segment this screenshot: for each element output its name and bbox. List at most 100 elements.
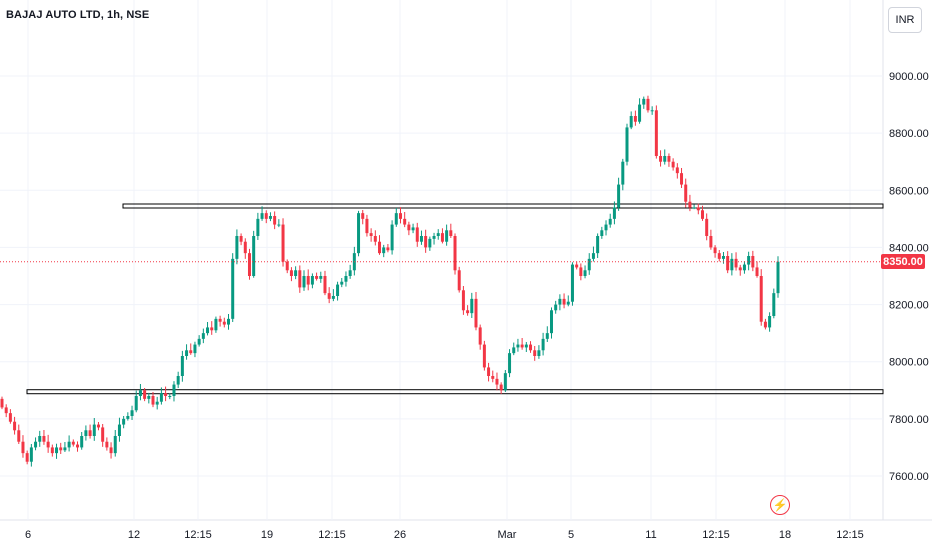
candle	[499, 382, 503, 394]
candle	[390, 220, 394, 255]
candle-body	[671, 161, 675, 168]
candle-body	[721, 256, 725, 259]
candle-body	[621, 161, 625, 185]
candle	[243, 238, 247, 259]
candle	[663, 149, 667, 165]
candle	[176, 371, 180, 388]
y-tick-label: 8800.00	[889, 128, 929, 140]
candle	[696, 203, 700, 215]
candle	[373, 230, 377, 246]
time-axis[interactable]: 6 12 12:15 19 12:15 26 Mar 5 11 12:15 18 12:15	[25, 529, 864, 541]
candle-body	[663, 156, 667, 162]
candle-body	[206, 327, 210, 334]
candle-body	[512, 347, 516, 354]
candle	[394, 208, 398, 227]
candle	[524, 342, 528, 352]
candle-body	[398, 213, 402, 219]
candle-body	[524, 344, 528, 348]
candle	[210, 321, 214, 335]
candle-body	[327, 293, 331, 299]
candle	[738, 264, 742, 276]
candle	[352, 246, 356, 276]
candle	[436, 229, 440, 240]
horizontal-level-line	[122, 203, 884, 209]
candle	[659, 150, 663, 167]
candle-body	[260, 213, 264, 219]
candle-body	[503, 373, 507, 391]
candle-body	[638, 104, 642, 122]
candle	[625, 123, 629, 166]
candle	[575, 261, 579, 270]
candle	[491, 370, 495, 383]
candle-body	[8, 413, 12, 422]
candle	[533, 346, 537, 361]
candle	[336, 281, 340, 301]
candle-body	[608, 218, 612, 225]
candle	[168, 393, 172, 400]
candle-body	[533, 350, 537, 356]
candlestick-series	[0, 95, 780, 467]
candle	[92, 418, 96, 441]
candle-body	[298, 270, 302, 288]
candle	[428, 236, 432, 251]
candle	[520, 338, 524, 350]
candle-body	[185, 350, 189, 356]
candle-body	[591, 253, 595, 259]
candle	[247, 248, 251, 280]
candle	[63, 442, 67, 452]
candle	[545, 326, 549, 342]
candle	[398, 207, 402, 224]
candle	[34, 437, 38, 451]
price-axis[interactable]: 7600.00 7800.00 8000.00 8200.00 8400.00 8600.…	[889, 71, 929, 483]
candle-body	[453, 236, 457, 271]
candle-body	[306, 276, 310, 285]
candle	[0, 396, 4, 410]
candle	[549, 307, 553, 339]
candle-body	[189, 350, 193, 354]
candle	[646, 95, 650, 113]
candle-body	[17, 430, 21, 442]
candle	[508, 349, 512, 378]
candle-body	[101, 427, 105, 442]
x-tick-label: 5	[568, 529, 574, 541]
candle	[705, 213, 709, 241]
lightning-bolt-icon[interactable]: ⚡	[770, 495, 790, 515]
candle-body	[25, 453, 29, 462]
candle	[638, 98, 642, 124]
candle-body	[289, 270, 293, 276]
candle-body	[457, 270, 461, 291]
last-price-badge: 8350.00	[881, 254, 925, 269]
candle-body	[256, 218, 260, 236]
candle	[319, 271, 323, 283]
candle	[105, 437, 109, 451]
y-tick-label: 7600.00	[889, 471, 929, 483]
candle	[680, 168, 684, 188]
candle	[365, 214, 369, 237]
candle-body	[600, 230, 604, 236]
candle-body	[323, 276, 327, 294]
candle	[197, 335, 201, 347]
candle-body	[382, 247, 386, 254]
candle-body	[768, 316, 772, 328]
candle-body	[541, 338, 545, 351]
x-tick-label: Mar	[498, 529, 517, 541]
candle-body	[302, 276, 306, 288]
candle-body	[579, 267, 583, 276]
candle	[46, 434, 50, 453]
candle	[621, 158, 625, 191]
candle-body	[692, 207, 696, 209]
candle	[159, 387, 163, 405]
candle-body	[197, 338, 201, 345]
candle-body	[0, 398, 4, 408]
candle	[709, 229, 713, 250]
candle	[361, 210, 365, 225]
x-tick-label: 12:15	[184, 529, 212, 541]
candle-body	[478, 327, 482, 345]
currency-selector[interactable]: INR	[888, 7, 922, 33]
candle-body	[424, 236, 428, 248]
candle	[289, 267, 293, 282]
candle-body	[348, 270, 352, 276]
candle	[88, 424, 92, 439]
candle	[688, 194, 692, 212]
